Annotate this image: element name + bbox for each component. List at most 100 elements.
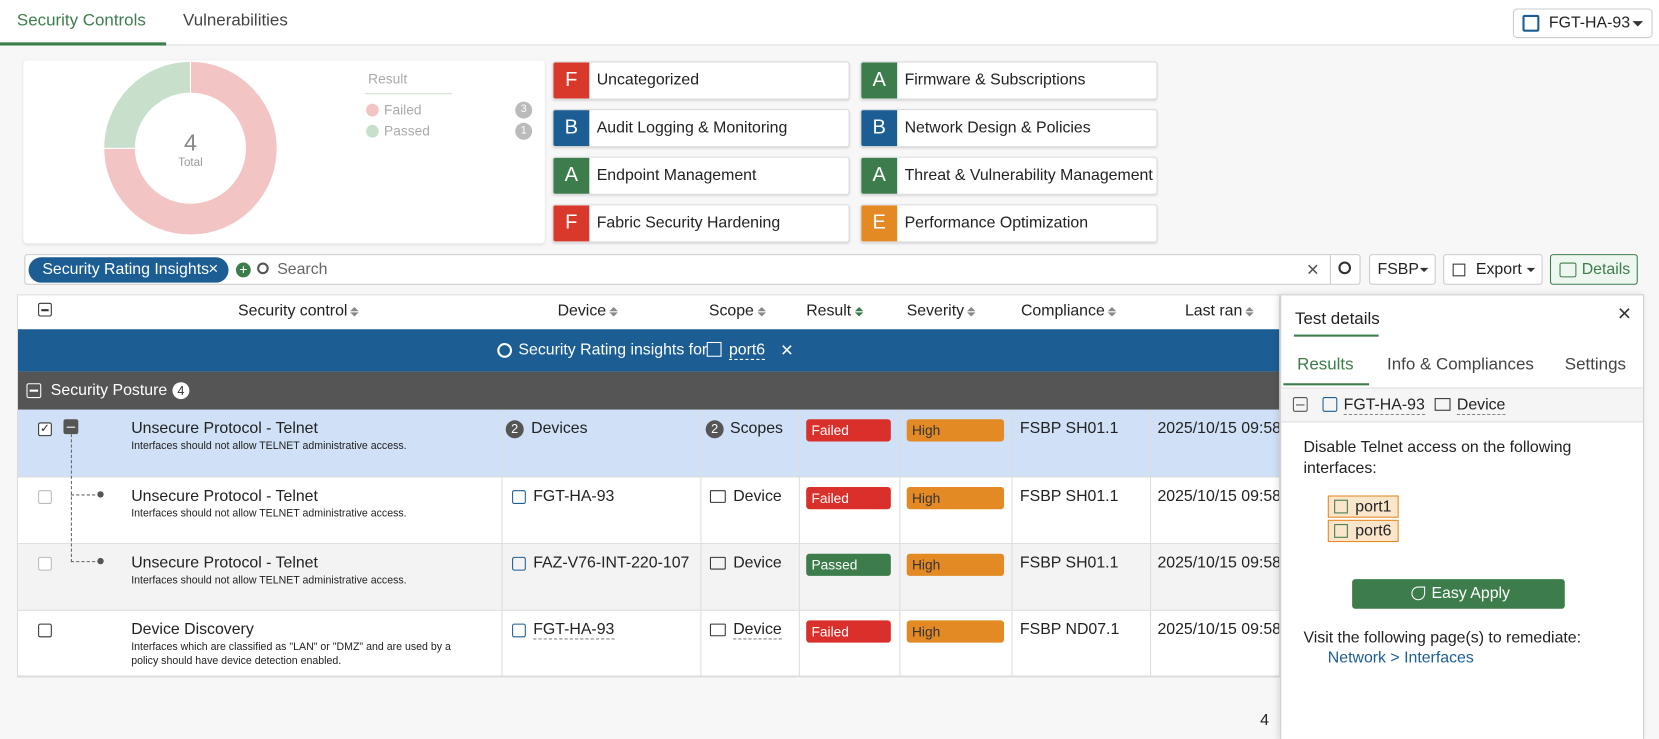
table-row[interactable]: Unsecure Protocol - Telnet Interfaces sho…	[17, 544, 1280, 611]
search-placeholder[interactable]: Search	[277, 260, 328, 279]
tree-line	[70, 434, 72, 563]
category-card[interactable]: B Audit Logging & Monitoring	[552, 109, 850, 148]
details-label: Details	[1581, 260, 1631, 279]
details-button[interactable]: Details	[1549, 254, 1638, 285]
add-filter[interactable]: +	[235, 262, 251, 278]
cell-divider	[899, 610, 901, 677]
scope-icon	[1434, 398, 1451, 411]
search-button[interactable]	[1329, 255, 1361, 284]
category-card[interactable]: B Network Design & Policies	[860, 109, 1158, 148]
collapse-box[interactable]	[26, 383, 42, 399]
sort-arrows	[350, 303, 360, 318]
search-icon	[257, 262, 269, 275]
sort-up	[757, 303, 766, 312]
sort-up	[1245, 303, 1254, 312]
banner-close[interactable]: ×	[780, 338, 794, 363]
interface-chip[interactable]: port6	[1327, 519, 1399, 543]
category-card[interactable]: F Uncategorized	[552, 61, 850, 100]
tab[interactable]: Vulnerabilities	[183, 11, 288, 30]
grade: B	[564, 116, 579, 139]
banner-text: Security Rating insights for	[518, 340, 708, 359]
category-card[interactable]: A Endpoint Management	[552, 156, 850, 195]
filter-bar: Security Rating Insights × + Search ×	[24, 254, 1361, 285]
export-icon	[1452, 263, 1466, 277]
tab[interactable]: Security Controls	[16, 11, 146, 30]
column-header[interactable]: Last ran	[1184, 301, 1243, 320]
donut-segment	[103, 60, 191, 149]
compliance: FSBP ND07.1	[1019, 620, 1120, 639]
row-checkbox[interactable]	[38, 556, 52, 571]
device: FAZ-V76-INT-220-107	[533, 553, 690, 572]
cell-divider	[1011, 477, 1013, 545]
chip-close: ×	[208, 260, 219, 279]
row-checkbox[interactable]: ✓	[38, 422, 52, 437]
remediate-link[interactable]: Network > Interfaces	[1327, 648, 1474, 667]
grade-box: B	[861, 110, 898, 147]
cell-divider	[1150, 477, 1152, 545]
panel-close[interactable]: ×	[1617, 299, 1632, 327]
column-header[interactable]: Device	[557, 301, 607, 320]
compliance: FSBP SH01.1	[1019, 553, 1119, 572]
row-checkbox[interactable]	[38, 490, 52, 504]
grade: F	[565, 68, 578, 92]
insight-icon	[497, 343, 513, 358]
caret	[1632, 21, 1644, 32]
grade: E	[872, 211, 886, 234]
donut-segment	[103, 60, 278, 236]
interface-chip[interactable]: port1	[1327, 495, 1399, 518]
sort-arrows	[609, 303, 619, 318]
category-card[interactable]: F Fabric Security Hardening	[552, 204, 850, 243]
clear[interactable]: ×	[1306, 258, 1319, 282]
table-row[interactable]: Device Discovery Interfaces which are cla…	[17, 610, 1280, 677]
grade: A	[564, 164, 579, 187]
framework-dropdown[interactable]: FSBP	[1369, 254, 1436, 285]
category-card[interactable]: A Threat & Vulnerability Management	[860, 156, 1158, 195]
scope: Device	[733, 487, 782, 505]
cell-divider	[700, 409, 702, 478]
row-checkbox[interactable]	[38, 623, 52, 638]
sort-down	[967, 312, 976, 320]
severity-badge: High	[906, 419, 1005, 442]
panel-tab[interactable]: Info & Compliances	[1387, 355, 1534, 374]
control-title: Unsecure Protocol - Telnet	[131, 553, 318, 572]
column-header[interactable]: Result	[806, 301, 852, 320]
group-name: Security Posture	[50, 381, 168, 400]
interface-icon	[1334, 524, 1348, 538]
scope: Device	[733, 553, 782, 572]
interface-icon	[1334, 499, 1348, 514]
tree-branch	[70, 494, 101, 496]
device-selector[interactable]: FGT-HA-93	[1512, 8, 1653, 39]
framework-label: FSBP	[1377, 260, 1419, 279]
header-minus	[41, 309, 49, 311]
tree-dot	[97, 557, 104, 565]
panel-tab[interactable]: Results	[1297, 355, 1354, 374]
column-header[interactable]: Compliance	[1020, 301, 1105, 320]
group-row: Security Posture 4	[17, 371, 1280, 410]
column-header[interactable]: Security control	[238, 301, 348, 320]
panel-title-underline	[1293, 334, 1379, 337]
export-button[interactable]: Export	[1443, 254, 1543, 285]
panel-tab[interactable]: Settings	[1564, 355, 1626, 374]
table-row[interactable]: Unsecure Protocol - Telnet Interfaces sho…	[17, 477, 1280, 545]
sort-arrows	[967, 303, 977, 318]
category-card[interactable]: A Firmware & Subscriptions	[860, 61, 1158, 100]
column-header[interactable]: Severity	[906, 301, 965, 320]
device-icon	[1522, 14, 1540, 32]
category-card[interactable]: E Performance Optimization	[860, 204, 1158, 243]
device-count: 2	[505, 420, 524, 439]
sort-down	[350, 312, 359, 320]
category-name: Endpoint Management	[596, 166, 757, 185]
category-name: Performance Optimization	[904, 213, 1089, 232]
cell-divider	[501, 544, 503, 611]
cell-divider	[899, 477, 901, 545]
easy-apply-button[interactable]: Easy Apply	[1352, 579, 1565, 609]
compliance: FSBP SH01.1	[1019, 419, 1119, 438]
table-row[interactable]: ✓ Unsecure Protocol - Telnet Interfaces sh…	[17, 409, 1280, 478]
column-header[interactable]: Scope	[708, 301, 754, 320]
interface-icon	[706, 341, 722, 357]
panel-scope: Device	[1456, 395, 1506, 416]
collapse-box[interactable]	[1292, 397, 1308, 412]
filter-chip[interactable]: Security Rating Insights ×	[28, 257, 229, 283]
details-icon	[1559, 262, 1577, 278]
